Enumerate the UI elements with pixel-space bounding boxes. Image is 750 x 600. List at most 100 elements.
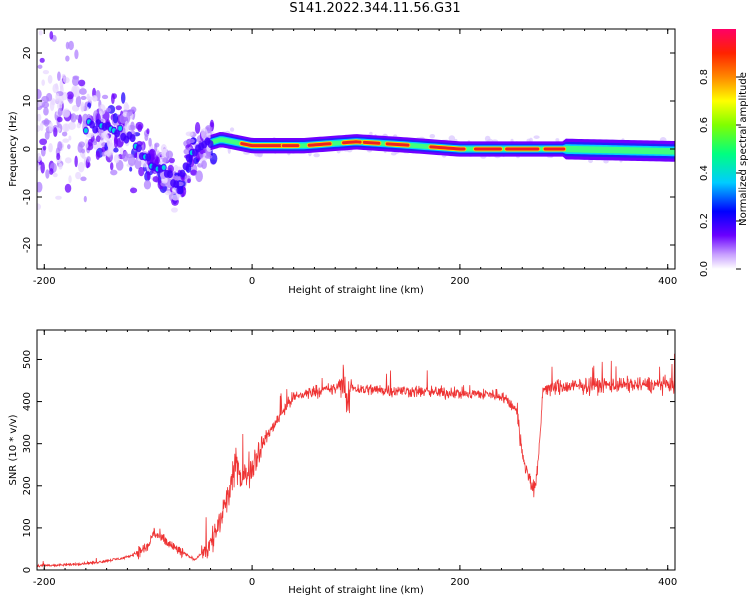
x-tick-label: 0 — [249, 276, 255, 287]
spectrogram-speck — [65, 55, 70, 62]
spectrogram-speck — [75, 114, 80, 120]
x-tick-label: -200 — [33, 276, 56, 287]
spectrogram-speck — [85, 132, 94, 138]
spectrogram-marks — [37, 30, 675, 213]
spectrogram-speck — [57, 101, 63, 110]
spectrogram-speck — [68, 135, 72, 141]
snr-series-line — [37, 353, 675, 568]
spectrogram-ridge-core — [161, 165, 166, 171]
spectrogram-speck — [41, 101, 50, 109]
spectrogram-speck — [113, 136, 119, 149]
spectrogram-speck — [40, 161, 45, 174]
spectrogram-speck — [177, 181, 184, 187]
spectrogram-speck — [195, 170, 203, 183]
spectrogram-speck — [64, 157, 72, 164]
spectrogram-speck — [113, 154, 120, 164]
spectrogram-speck — [37, 162, 40, 172]
spectrogram-speck — [62, 123, 71, 132]
spectrogram-speck — [52, 172, 58, 178]
colorbar-gradient — [712, 29, 736, 269]
spectrogram-speck — [44, 131, 50, 140]
spectrogram-ridge-core — [83, 128, 88, 134]
spectrogram-speck — [37, 125, 41, 132]
spectrogram-speck — [63, 77, 70, 84]
spectrogram-speck — [155, 156, 160, 164]
spectrogram-ridge-blob — [129, 134, 136, 143]
spectrogram-speck — [41, 79, 45, 86]
spectrogram-speck — [194, 122, 201, 134]
spectrogram-core — [429, 145, 466, 151]
spectrogram-speck — [95, 150, 100, 160]
spectrogram-speck — [83, 195, 87, 203]
spectrogram-speck — [127, 155, 136, 167]
spectrogram-speck — [126, 111, 131, 123]
spectrogram-core — [307, 142, 332, 147]
snr-x-label: Height of straight line (km) — [288, 585, 424, 596]
spectrogram-speck — [81, 153, 86, 160]
spectrogram-speck — [148, 137, 152, 147]
spectrogram-speck — [110, 162, 114, 171]
spectrogram-speck — [92, 96, 98, 102]
spectrogram-speck — [181, 176, 185, 182]
spectrogram-speck — [68, 175, 72, 184]
spectrogram-halo — [390, 151, 397, 156]
spectrogram-speck — [78, 79, 86, 87]
y-tick-label: 0 — [22, 146, 33, 152]
spectrogram-ridge-blob — [176, 186, 183, 195]
spectrogram-speck — [67, 144, 71, 150]
spectrogram-speck — [98, 104, 106, 115]
spectrogram-speck — [141, 144, 145, 151]
spectrogram-speck — [38, 30, 43, 36]
x-tick-label: 400 — [658, 577, 677, 588]
spectrogram-speck — [168, 157, 175, 164]
spectrogram-speck — [115, 105, 122, 111]
spectrogram-speck — [76, 122, 81, 129]
spectrogram-speck — [45, 169, 50, 179]
spectrogram-speck — [45, 92, 53, 102]
spectrogram-halo — [603, 159, 609, 164]
colorbar-tick-label: 0.0 — [699, 261, 710, 277]
chart-title: S141.2022.344.11.56.G31 — [289, 1, 461, 16]
spectrogram-speck — [74, 155, 78, 168]
spectrogram-speck — [144, 133, 149, 142]
spectrogram-speck — [37, 113, 42, 122]
spectrogram-speck — [101, 94, 109, 100]
spectrogram-speck — [152, 176, 160, 183]
spectrogram-panel: -200 0 200 400 -20 -10 0 10 20 Height of straigh… — [8, 28, 677, 296]
spectrogram-speck — [187, 178, 191, 184]
x-tick-label: 200 — [450, 577, 469, 588]
spectrogram-speck — [80, 176, 87, 182]
spectrogram-speck — [79, 88, 87, 95]
spectrogram-speck — [154, 142, 160, 148]
y-tick-label: 100 — [22, 518, 33, 537]
spectrogram-speck — [42, 70, 50, 75]
spectrogram-speck — [48, 143, 53, 153]
snr-y-label: SNR (10 * v/v) — [8, 414, 19, 485]
spectrogram-speck — [190, 169, 198, 176]
spectrogram-speck — [68, 40, 74, 51]
spectrogram-speck — [122, 151, 129, 162]
spectrogram-speck — [187, 138, 195, 144]
spectrogram-speck — [75, 171, 82, 180]
spectrogram-speck — [39, 57, 45, 63]
spectrogram-speck — [48, 121, 54, 133]
colorbar-label: Normalized spectral amplitude — [738, 72, 749, 226]
colorbar-ticks: 0.0 0.2 0.4 0.6 0.8 — [699, 69, 741, 277]
spectrogram-speck — [138, 166, 145, 177]
spectrogram-speck — [106, 137, 113, 149]
spectrogram-halo — [313, 153, 320, 158]
spectrogram-speck — [37, 64, 43, 69]
spectrogram-speck — [58, 163, 63, 170]
spectrogram-speck — [37, 203, 42, 211]
spectrogram-ridge-blob — [167, 170, 174, 179]
spectrogram-speck — [64, 183, 72, 193]
spectrogram-speck — [37, 88, 42, 100]
spectrogram-speck — [43, 118, 50, 127]
spectrogram-speck — [39, 122, 44, 131]
spectrogram-speck — [162, 157, 169, 163]
x-tick-label: 200 — [450, 276, 469, 287]
spectrogram-halo — [429, 134, 436, 139]
spectrogram-ridge-blob — [207, 140, 214, 149]
